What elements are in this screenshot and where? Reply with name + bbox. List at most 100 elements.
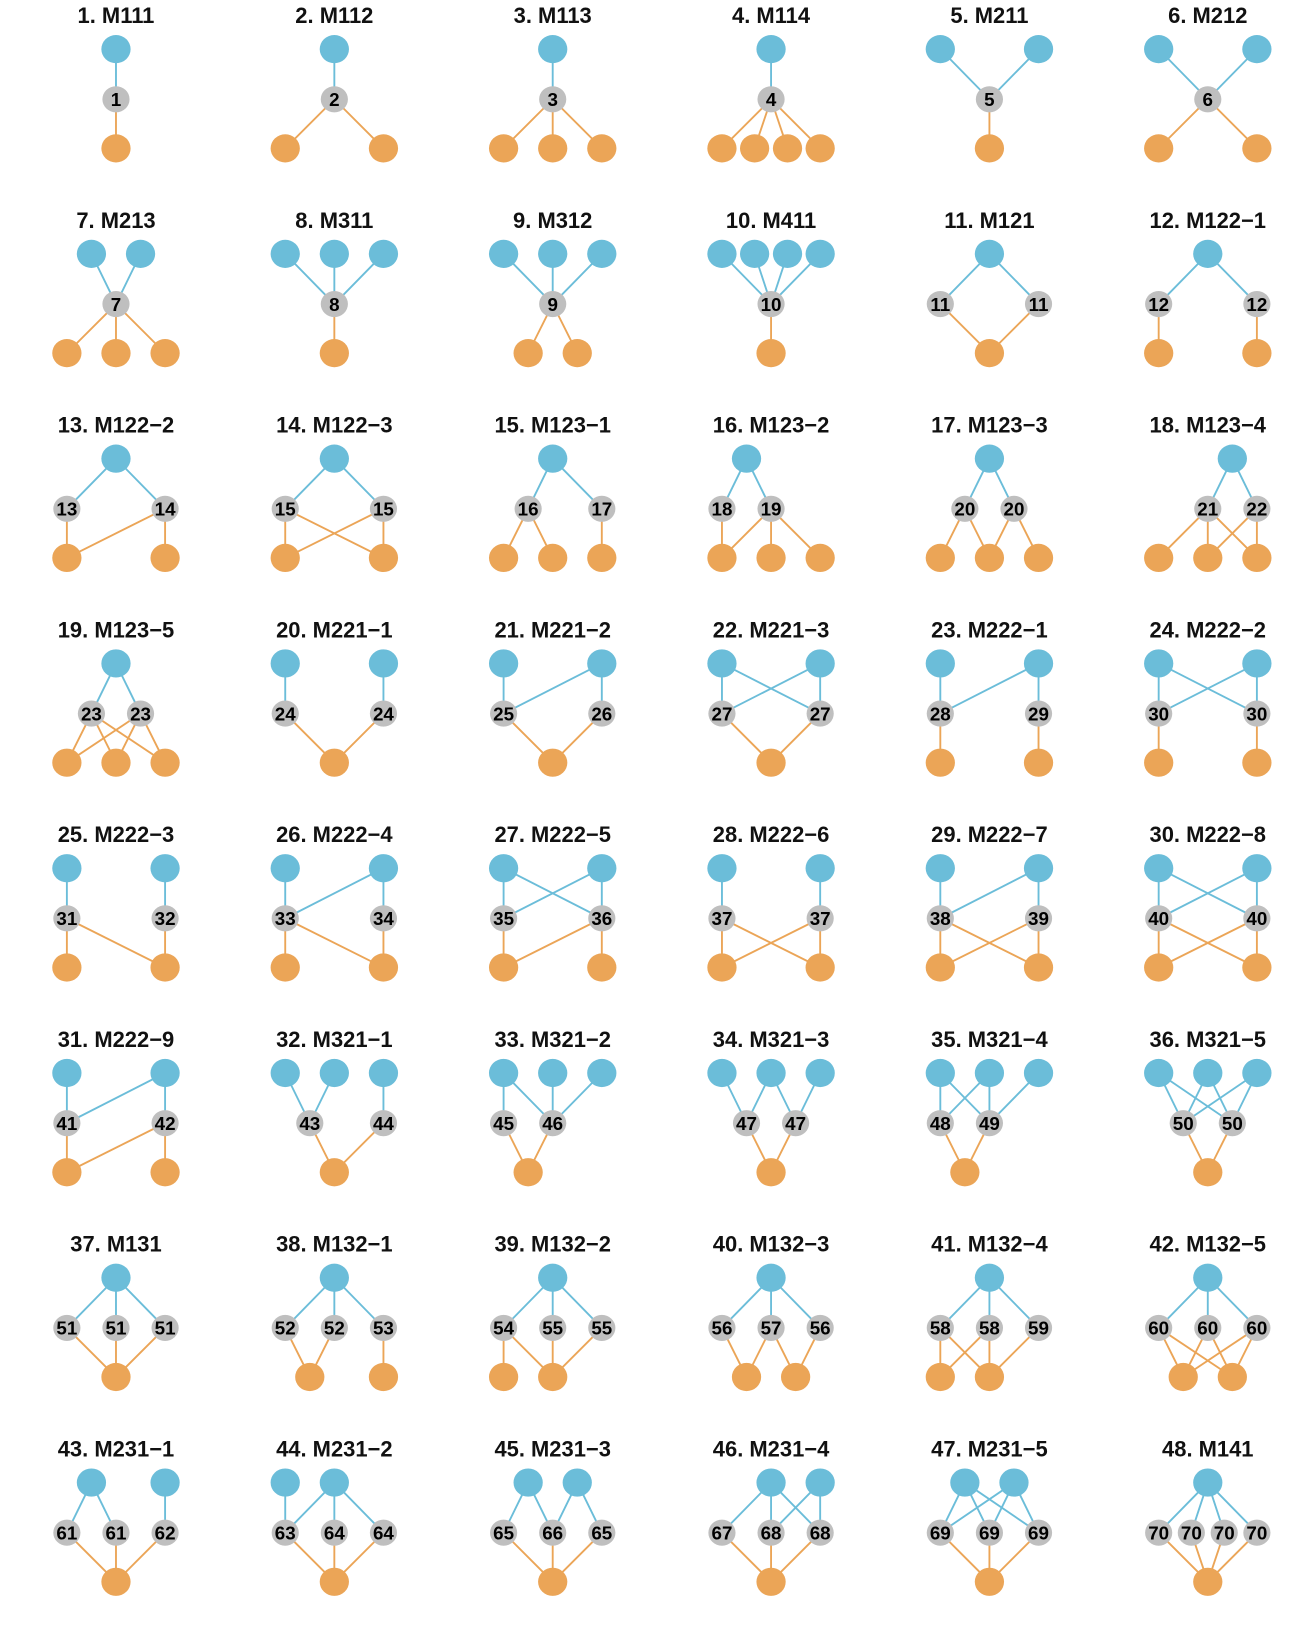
bottom-node xyxy=(319,1158,349,1187)
motif-panel: 9. M312 9 xyxy=(488,208,617,368)
bottom-node xyxy=(805,953,835,982)
mid-node-label: 69 xyxy=(930,1522,951,1543)
bottom-node xyxy=(270,953,300,982)
mid-node-label: 26 xyxy=(591,703,612,724)
top-node xyxy=(756,1058,786,1088)
mid-node-label: 20 xyxy=(1004,499,1025,520)
bottom-node xyxy=(101,339,131,368)
mid-node xyxy=(1145,1314,1173,1341)
motif-panel: 46. M231−4 67 68 68 xyxy=(708,1436,835,1596)
bottom-node xyxy=(295,1362,325,1392)
top-node xyxy=(538,444,568,473)
mid-node xyxy=(126,700,155,727)
mid-node-label: 58 xyxy=(930,1318,951,1339)
bottom-node xyxy=(538,748,568,777)
motif-title: 23. M222−1 xyxy=(931,617,1047,642)
top-node xyxy=(805,854,835,883)
bottom-node xyxy=(1193,1158,1223,1187)
bottom-node xyxy=(1242,134,1272,163)
mid-node xyxy=(708,905,736,932)
mid-node-label: 55 xyxy=(542,1318,563,1339)
bottom-node xyxy=(562,339,592,368)
mid-node xyxy=(320,1519,348,1546)
motif-title: 37. M131 xyxy=(70,1232,161,1257)
top-node xyxy=(270,649,300,678)
bottom-edge xyxy=(284,507,384,559)
bottom-node xyxy=(1023,748,1054,777)
mid-node xyxy=(296,1110,324,1137)
mid-node xyxy=(588,905,616,932)
motif-title: 6. M212 xyxy=(1168,3,1247,28)
bottom-node xyxy=(488,1362,519,1392)
mid-node-label: 17 xyxy=(591,499,612,520)
mid-node xyxy=(806,905,834,932)
top-node xyxy=(368,239,399,268)
bottom-edge xyxy=(284,917,384,969)
motif-panel: 5. M211 5 xyxy=(925,3,1054,163)
mid-node-label: 62 xyxy=(155,1522,176,1543)
bottom-node xyxy=(1217,1362,1247,1392)
motif-title: 38. M132−1 xyxy=(276,1232,392,1257)
motif-title: 24. M222−2 xyxy=(1150,617,1266,642)
top-node xyxy=(707,649,737,678)
bottom-node xyxy=(587,953,617,982)
top-node xyxy=(76,1468,107,1497)
bottom-node xyxy=(270,134,300,163)
bottom-node xyxy=(731,1362,762,1392)
mid-node-label: 51 xyxy=(56,1318,77,1339)
mid-node-label: 25 xyxy=(493,703,514,724)
mid-node xyxy=(757,86,785,113)
motif-panel: 10. M411 10 xyxy=(707,208,835,368)
mid-node xyxy=(369,1314,398,1341)
bottom-node xyxy=(950,1158,980,1187)
motif-title: 19. M123−5 xyxy=(58,617,174,642)
top-node xyxy=(587,239,617,268)
top-node xyxy=(707,854,737,883)
bottom-node xyxy=(756,1158,786,1187)
motif-title: 13. M122−2 xyxy=(58,413,174,438)
motif-title: 29. M222−7 xyxy=(931,822,1047,847)
top-node xyxy=(707,239,737,268)
top-node xyxy=(562,1468,592,1497)
motif-panel: 37. M131 51 51 51 xyxy=(53,1232,179,1392)
motif-panel: 28. M222−6 37 37 xyxy=(707,822,835,982)
mid-node xyxy=(539,1314,567,1341)
bottom-node xyxy=(780,1362,811,1392)
top-edge xyxy=(284,867,384,920)
mid-node-label: 40 xyxy=(1148,908,1169,929)
motif-title: 11. M121 xyxy=(944,208,1034,233)
bottom-node xyxy=(707,134,737,163)
top-node xyxy=(974,444,1005,473)
top-node xyxy=(731,444,762,473)
mid-node xyxy=(320,290,348,318)
bottom-node xyxy=(488,134,519,163)
top-node xyxy=(368,649,399,678)
mid-node xyxy=(102,1314,130,1341)
bottom-edge xyxy=(1158,917,1258,969)
mid-node-label: 36 xyxy=(591,908,612,929)
mid-node-label: 3 xyxy=(547,89,557,110)
mid-node-label: 34 xyxy=(373,908,394,929)
mid-node xyxy=(708,1519,736,1546)
bottom-node xyxy=(805,134,835,163)
motif-title: 22. M221−3 xyxy=(713,617,829,642)
mid-node-label: 56 xyxy=(711,1318,732,1339)
bottom-node xyxy=(587,134,617,163)
motif-title: 18. M123−4 xyxy=(1150,413,1267,438)
motif-panel: 33. M321−2 45 46 xyxy=(488,1027,617,1187)
top-node xyxy=(488,1058,519,1088)
mid-node xyxy=(102,86,130,113)
top-node xyxy=(1242,1058,1272,1088)
top-node xyxy=(52,854,82,883)
motif-panel: 16. M123−2 18 19 xyxy=(707,413,835,573)
motif-title: 28. M222−6 xyxy=(713,822,829,847)
mid-node-label: 64 xyxy=(373,1522,394,1543)
top-edge xyxy=(503,867,603,920)
motif-title: 2. M112 xyxy=(295,3,373,28)
motif-panel: 13. M122−2 13 14 xyxy=(52,413,180,573)
top-edge xyxy=(1158,662,1258,715)
mid-node xyxy=(514,495,542,522)
mid-node xyxy=(53,905,81,932)
mid-node-label: 58 xyxy=(979,1318,1000,1339)
